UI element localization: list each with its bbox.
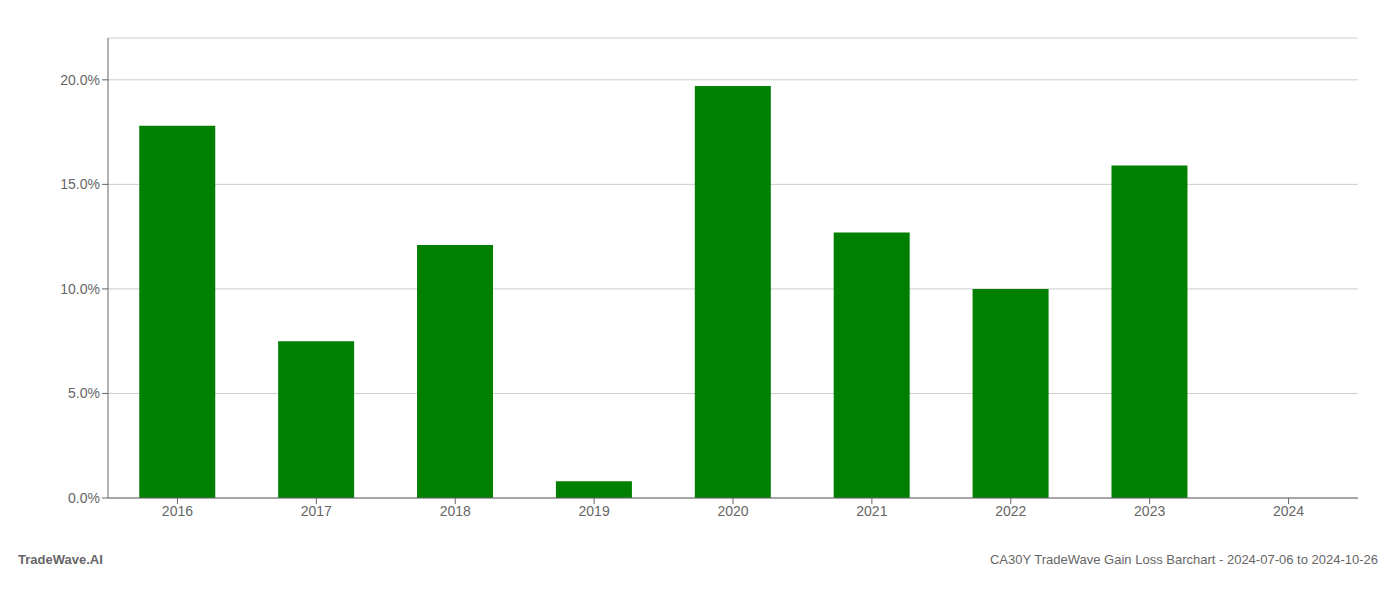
svg-text:15.0%: 15.0%	[60, 176, 100, 192]
svg-text:2019: 2019	[579, 503, 610, 519]
svg-text:20.0%: 20.0%	[60, 72, 100, 88]
svg-text:2017: 2017	[301, 503, 332, 519]
svg-text:2023: 2023	[1134, 503, 1165, 519]
svg-text:2018: 2018	[440, 503, 471, 519]
svg-text:2020: 2020	[717, 503, 748, 519]
svg-text:5.0%: 5.0%	[68, 385, 100, 401]
svg-text:2022: 2022	[995, 503, 1026, 519]
svg-text:2021: 2021	[856, 503, 887, 519]
svg-text:2024: 2024	[1273, 503, 1304, 519]
svg-text:2016: 2016	[162, 503, 193, 519]
svg-text:10.0%: 10.0%	[60, 281, 100, 297]
html-text:CA30Y TradeWave Gain Loss Barc: CA30Y TradeWave Gain Loss Barchart - 202…	[989, 552, 1378, 567]
svg-text:0.0%: 0.0%	[68, 490, 100, 506]
html-text:TradeWave.AI: TradeWave.AI	[18, 552, 103, 567]
